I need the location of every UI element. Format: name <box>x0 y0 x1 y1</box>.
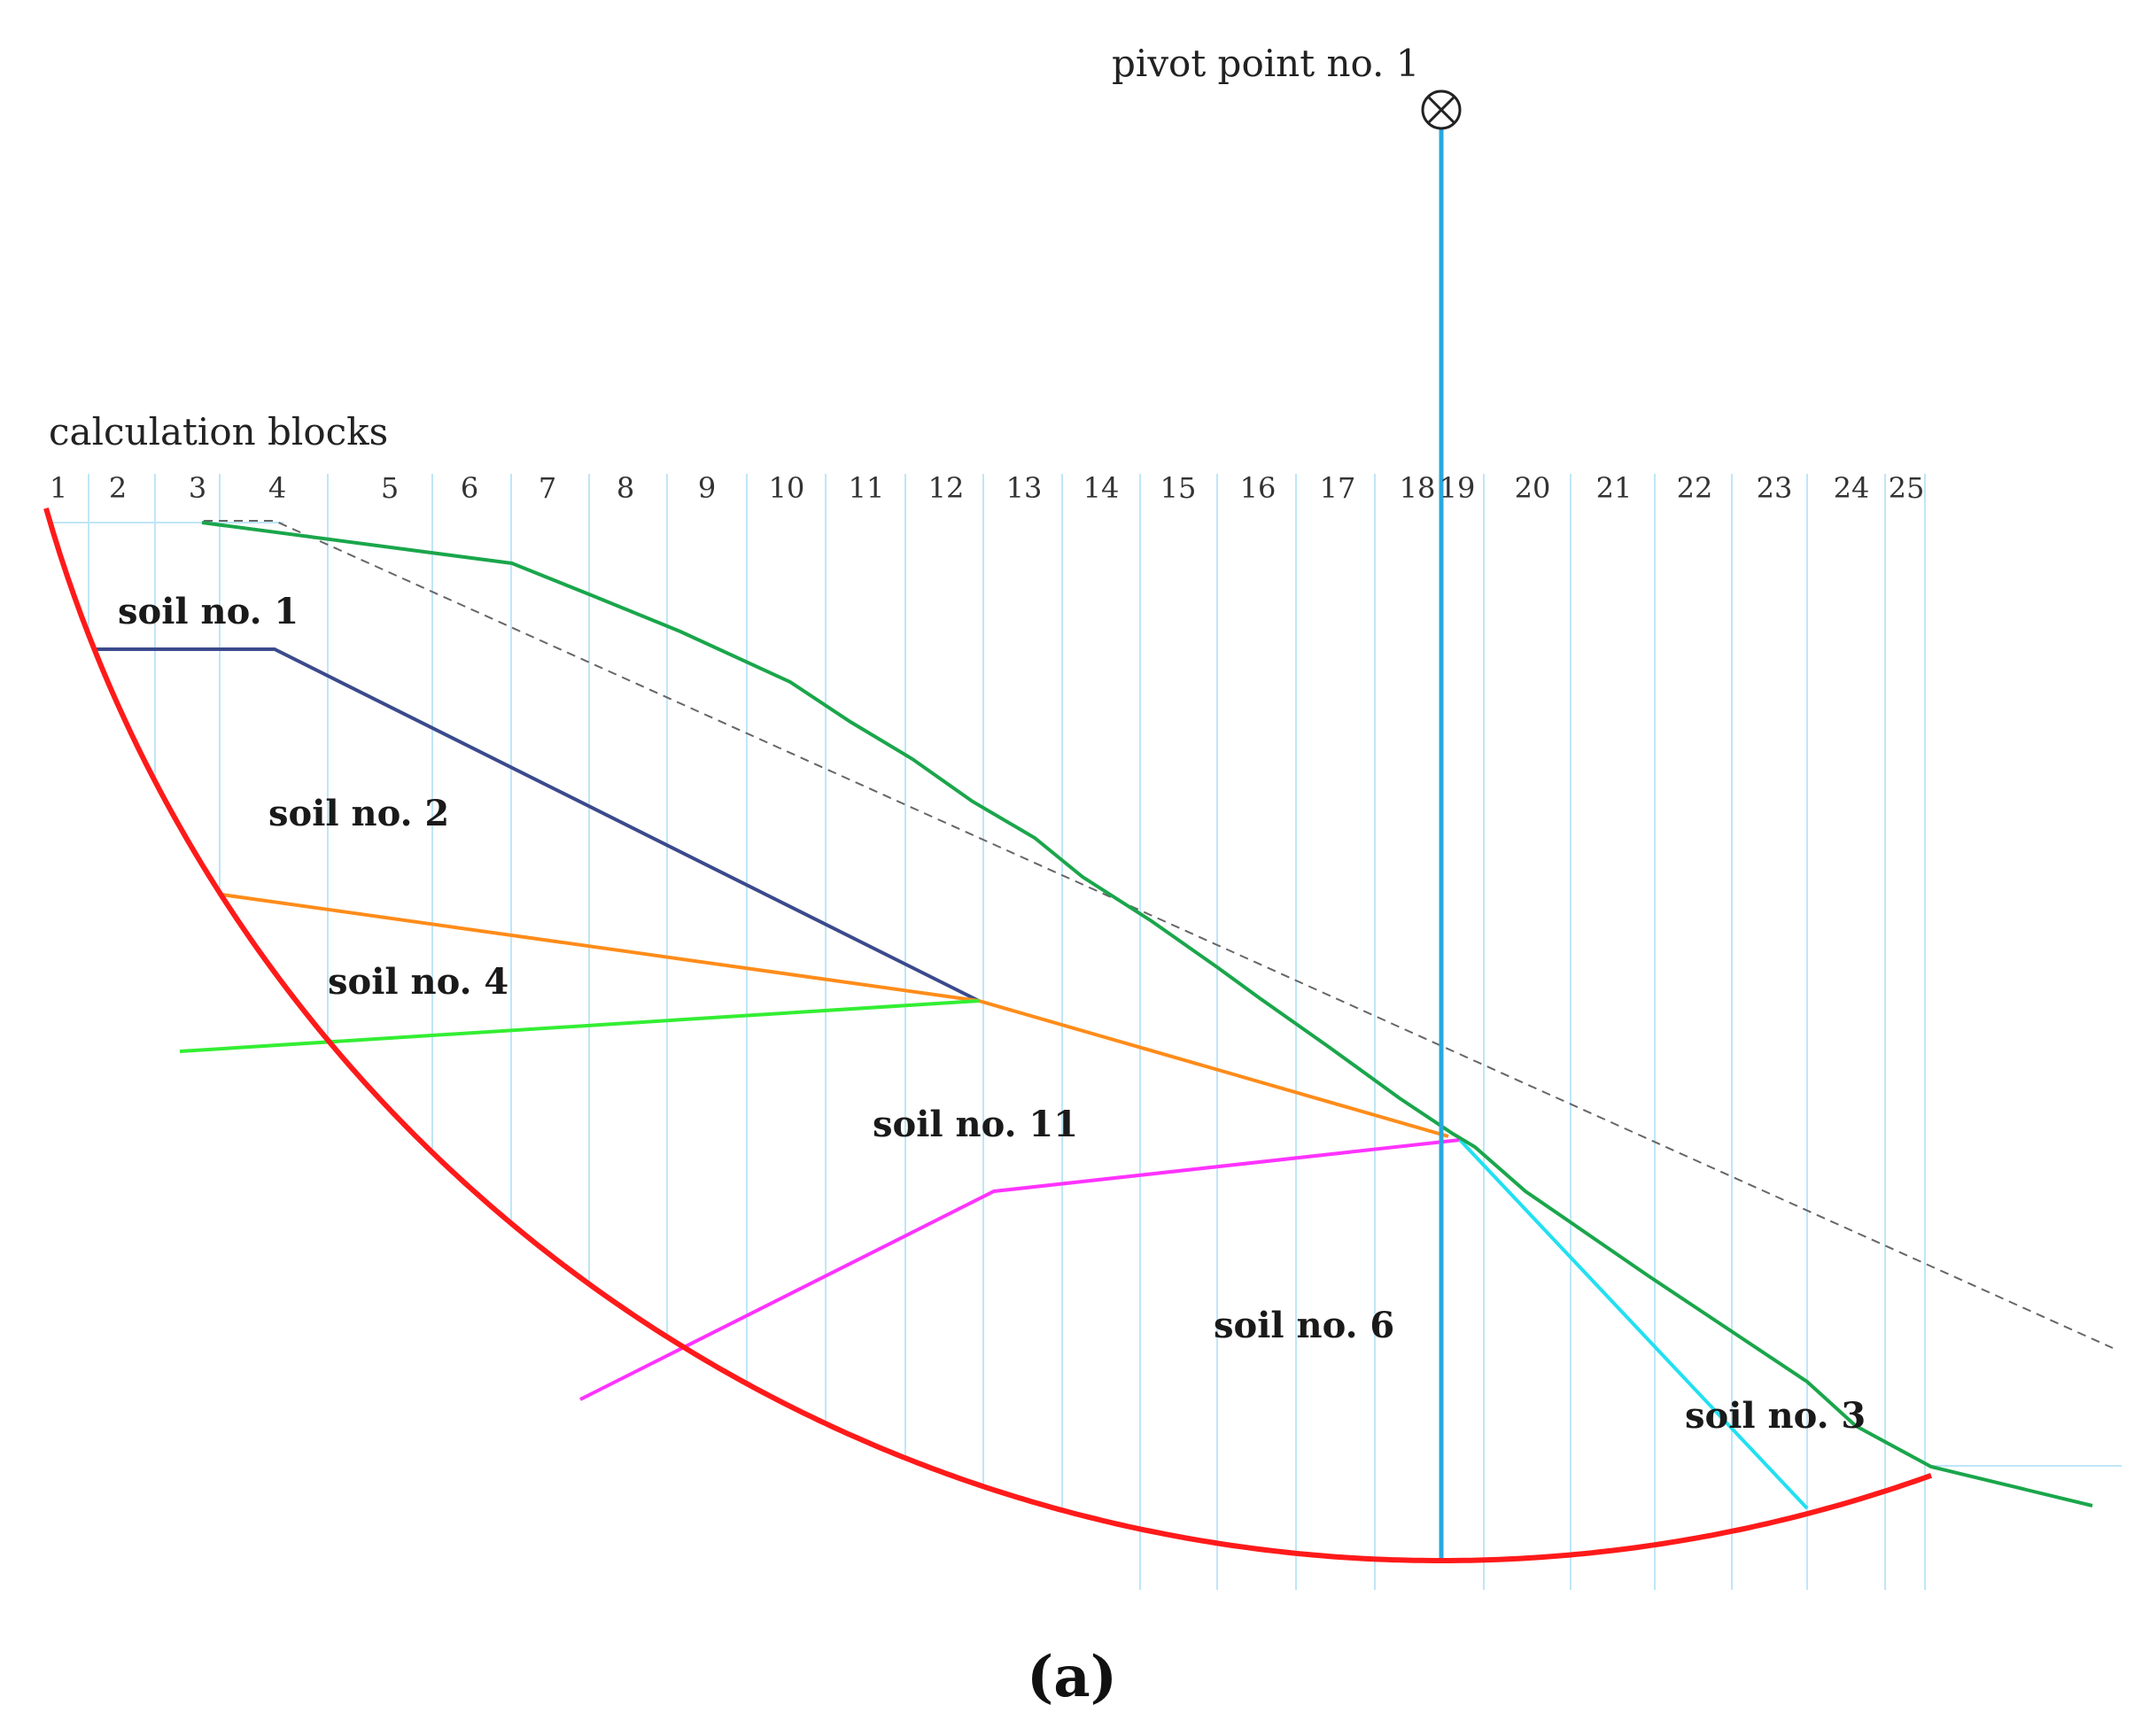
block-number: 23 <box>1757 471 1793 505</box>
block-number: 19 <box>1440 471 1476 505</box>
block-number: 21 <box>1596 471 1633 505</box>
soil-label-4: soil no. 4 <box>328 961 508 1003</box>
boundary-soil11-soil6 <box>579 1138 1461 1401</box>
block-numbers: 1 2 3 4 5 6 7 8 9 10 11 12 13 14 15 16 17 18 19 20 21 22 23 24 2… <box>50 471 1925 505</box>
block-number: 24 <box>1834 471 1870 505</box>
block-number: 22 <box>1677 471 1713 505</box>
block-number: 9 <box>698 471 716 505</box>
block-number: 20 <box>1515 471 1551 505</box>
pivot-point-icon <box>1421 89 1462 130</box>
dashed-reference-line <box>204 520 2114 1349</box>
boundary-soil4-soil11 <box>179 999 980 1053</box>
soil-label-3: soil no. 3 <box>1685 1395 1866 1437</box>
soil-label-2: soil no. 2 <box>268 793 449 834</box>
block-number: 11 <box>849 471 885 505</box>
block-number: 18 <box>1400 471 1436 505</box>
block-number: 2 <box>109 471 127 505</box>
block-number: 12 <box>928 471 965 505</box>
block-dividers <box>88 474 1926 1590</box>
pivot-point-label: pivot point no. 1 <box>1112 42 1419 85</box>
boundary-soil6-soil3 <box>1458 1138 1809 1510</box>
block-number: 25 <box>1889 471 1925 505</box>
slope-profile <box>201 521 2093 1507</box>
block-number: 14 <box>1083 471 1120 505</box>
block-number: 17 <box>1320 471 1356 505</box>
block-number: 4 <box>268 471 286 505</box>
block-number: 10 <box>769 471 805 505</box>
calculation-blocks-label: calculation blocks <box>49 410 388 453</box>
soil-label-1: soil no. 1 <box>118 591 299 632</box>
slip-surface-arc <box>43 508 1933 1563</box>
block-number: 15 <box>1160 471 1197 505</box>
block-number: 6 <box>461 471 478 505</box>
block-number: 1 <box>50 471 67 505</box>
soil-label-6: soil no. 6 <box>1214 1305 1394 1346</box>
block-number: 3 <box>189 471 206 505</box>
block-number: 13 <box>1006 471 1043 505</box>
block-number: 16 <box>1240 471 1277 505</box>
boundary-soil1-soil2 <box>93 647 980 1003</box>
soil-label-11: soil no. 11 <box>873 1104 1078 1145</box>
block-number: 7 <box>539 471 556 505</box>
panel-label: (a) <box>1027 1644 1117 1710</box>
block-number: 8 <box>617 471 634 505</box>
block-number: 5 <box>381 471 399 505</box>
